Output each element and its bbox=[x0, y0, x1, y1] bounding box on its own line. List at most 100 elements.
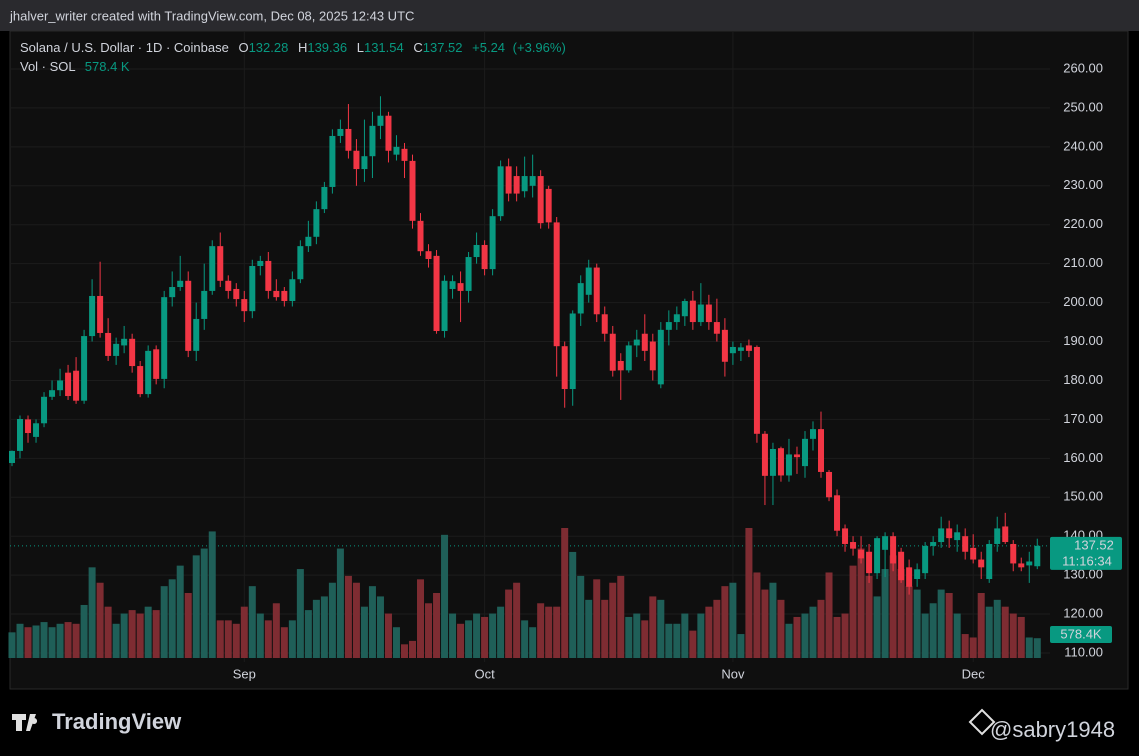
candle-body bbox=[697, 304, 704, 323]
candle-body bbox=[673, 314, 680, 323]
candle-body bbox=[753, 346, 760, 434]
ohlc-value: 131.54 bbox=[364, 40, 404, 55]
volume-bar bbox=[945, 593, 953, 658]
volume-bar bbox=[633, 613, 641, 658]
ohlc-key: O bbox=[238, 40, 248, 55]
volume-bar bbox=[601, 599, 609, 658]
candle-body bbox=[569, 313, 576, 390]
volume-bar bbox=[336, 548, 344, 658]
volume-bar bbox=[929, 603, 937, 658]
volume-bar bbox=[825, 572, 833, 658]
x-tick-label: Sep bbox=[233, 666, 256, 681]
candle-body bbox=[9, 450, 15, 463]
candle-body bbox=[177, 280, 184, 288]
volume-bar bbox=[1033, 638, 1041, 658]
volume-bar bbox=[857, 548, 865, 658]
volume-bar bbox=[40, 622, 48, 658]
candle-body bbox=[842, 528, 849, 544]
volume-bar bbox=[889, 555, 897, 658]
candle-body bbox=[193, 318, 200, 351]
volume-name: Vol · SOL bbox=[20, 59, 75, 74]
candle-body bbox=[713, 322, 720, 334]
candle-body bbox=[537, 176, 544, 224]
candle-body bbox=[777, 448, 784, 476]
volume-bar bbox=[777, 599, 785, 658]
volume-bar bbox=[184, 593, 192, 658]
volume-bar bbox=[56, 623, 64, 658]
candle-body bbox=[425, 251, 432, 259]
candle-body bbox=[609, 333, 616, 371]
volume-bar bbox=[120, 613, 128, 658]
volume-bar bbox=[745, 528, 753, 658]
candle-body bbox=[73, 370, 80, 401]
candle-body bbox=[153, 349, 160, 379]
candle-body bbox=[409, 160, 416, 221]
volume-bar bbox=[993, 599, 1001, 658]
candle-body bbox=[457, 283, 464, 291]
volume-bar bbox=[176, 565, 184, 658]
volume-bar bbox=[561, 528, 569, 658]
y-tick-label: 190.00 bbox=[1063, 333, 1103, 348]
volume-bar bbox=[376, 596, 384, 658]
candle-body bbox=[561, 346, 568, 390]
volume-bar bbox=[969, 637, 977, 658]
legend: Solana / U.S. Dollar · 1D · Coinbase O13… bbox=[20, 40, 566, 55]
volume-bar bbox=[352, 582, 360, 658]
candle-body bbox=[49, 390, 56, 397]
candle-body bbox=[489, 216, 496, 270]
candle-body bbox=[1002, 526, 1009, 543]
volume-bar bbox=[240, 606, 248, 658]
candle-body bbox=[473, 244, 480, 258]
volume-tag bbox=[1050, 626, 1112, 643]
candle-body bbox=[41, 396, 48, 424]
volume-bar bbox=[384, 613, 392, 658]
candle-body bbox=[17, 419, 24, 451]
volume-bar bbox=[769, 582, 777, 658]
ohlc-key: C bbox=[413, 40, 422, 55]
candle-body bbox=[1010, 543, 1017, 564]
candle-body bbox=[1034, 545, 1041, 567]
volume-bar bbox=[513, 582, 521, 658]
volume-bar bbox=[256, 613, 264, 658]
volume-bar bbox=[593, 579, 601, 658]
volume-bar bbox=[793, 616, 801, 658]
volume-bar bbox=[425, 603, 433, 658]
volume-bar bbox=[657, 599, 665, 658]
candle-body bbox=[265, 260, 272, 291]
candle-body bbox=[601, 314, 608, 334]
brand-logo: TradingView bbox=[12, 709, 182, 734]
volume-bar bbox=[104, 606, 112, 658]
logo-mark bbox=[12, 714, 38, 731]
volume-bar bbox=[136, 613, 144, 658]
candle-body bbox=[761, 433, 768, 476]
change-pct: (+3.96%) bbox=[513, 40, 566, 55]
volume-bar bbox=[360, 606, 368, 658]
volume-bar bbox=[320, 596, 328, 658]
candle-body bbox=[906, 567, 913, 587]
volume-value: 578.4 K bbox=[85, 59, 130, 74]
candle-body bbox=[705, 304, 712, 323]
candle-body bbox=[273, 290, 280, 298]
watermark-text: @sabry1948 bbox=[990, 717, 1115, 742]
volume-bar bbox=[545, 606, 553, 658]
candle-body bbox=[1018, 563, 1025, 568]
candle-body bbox=[785, 454, 792, 476]
volume-bar bbox=[801, 613, 809, 658]
candle-body bbox=[289, 279, 296, 302]
candle-body bbox=[505, 166, 512, 194]
candle-body bbox=[377, 115, 384, 126]
candle-body bbox=[297, 246, 304, 280]
candle-body bbox=[553, 222, 560, 347]
candle-body bbox=[161, 297, 168, 379]
volume-bar bbox=[200, 548, 208, 658]
volume-bar bbox=[16, 623, 24, 658]
price-tag bbox=[1050, 536, 1122, 570]
candle-body bbox=[930, 542, 937, 546]
candle-body bbox=[57, 380, 64, 391]
candle-body bbox=[898, 551, 905, 581]
y-tick-label: 260.00 bbox=[1063, 60, 1103, 75]
volume-bar bbox=[312, 599, 320, 658]
volume-bar bbox=[497, 606, 505, 658]
volume-bar bbox=[368, 586, 376, 658]
